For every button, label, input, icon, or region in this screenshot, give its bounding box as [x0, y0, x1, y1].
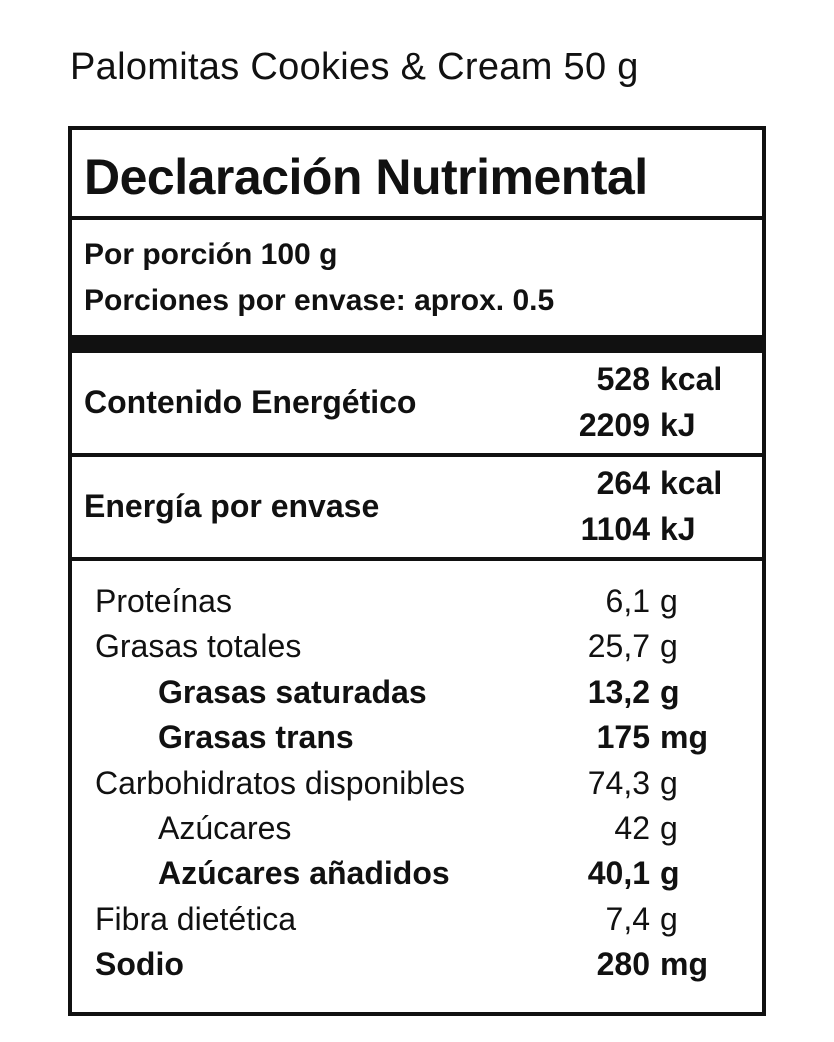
label-heading: Declaración Nutrimental — [84, 149, 648, 205]
energy-unit: kcal — [660, 465, 723, 501]
energy-name: Energía por envase — [84, 488, 380, 524]
energy-unit: kJ — [660, 407, 696, 443]
nutrient-name: Grasas trans — [158, 719, 354, 756]
energy-unit: kJ — [660, 511, 696, 547]
nutrient-unit: g — [660, 583, 678, 619]
energy-name: Contenido Energético — [84, 384, 417, 420]
nutrient-unit: g — [660, 900, 678, 937]
divider — [72, 557, 762, 561]
energy-amount: 528 — [596, 361, 650, 397]
nutrient-unit: g — [660, 764, 678, 801]
nutrient-unit: g — [660, 628, 678, 665]
nutrient-amount: 6,1 — [605, 583, 650, 619]
nutrient-amount: 40,1 — [587, 855, 650, 892]
nutrient-name: Grasas totales — [95, 628, 302, 665]
nutrient-name: Fibra dietética — [95, 900, 296, 937]
nutrient-amount: 42 — [614, 810, 650, 846]
nutrient-unit: mg — [660, 946, 708, 983]
nutrient-amount: 13,2 — [587, 673, 650, 710]
nutrient-amount: 74,3 — [587, 764, 650, 801]
divider — [72, 453, 762, 457]
nutrient-amount: 25,7 — [587, 628, 650, 665]
nutrition-label: Declaración Nutrimental Por porción 100 … — [68, 126, 766, 1016]
energy-amount: 1104 — [580, 511, 650, 547]
thick-divider — [72, 335, 762, 353]
nutrient-unit: g — [660, 810, 678, 846]
nutrient-amount: 7,4 — [605, 900, 650, 937]
serving-line: Porciones por envase: aprox. 0.5 — [84, 284, 555, 317]
energy-amount: 264 — [596, 465, 650, 501]
energy-amount: 2209 — [578, 407, 650, 443]
energy-unit: kcal — [660, 361, 723, 397]
nutrient-amount: 175 — [596, 719, 650, 756]
divider — [72, 216, 762, 220]
nutrient-name: Grasas saturadas — [158, 673, 427, 710]
nutrient-unit: g — [660, 673, 680, 710]
nutrient-unit: mg — [660, 719, 708, 756]
nutrient-amount: 280 — [596, 946, 650, 983]
nutrient-name: Proteínas — [95, 583, 232, 619]
nutrient-name: Carbohidratos disponibles — [95, 764, 465, 801]
serving-line: Por porción 100 g — [84, 238, 338, 271]
nutrient-name: Azúcares añadidos — [158, 855, 450, 892]
nutrient-name: Azúcares — [158, 810, 292, 846]
nutrient-unit: g — [660, 855, 680, 892]
nutrient-name: Sodio — [95, 946, 184, 983]
product-title: Palomitas Cookies & Cream 50 g — [70, 46, 639, 88]
